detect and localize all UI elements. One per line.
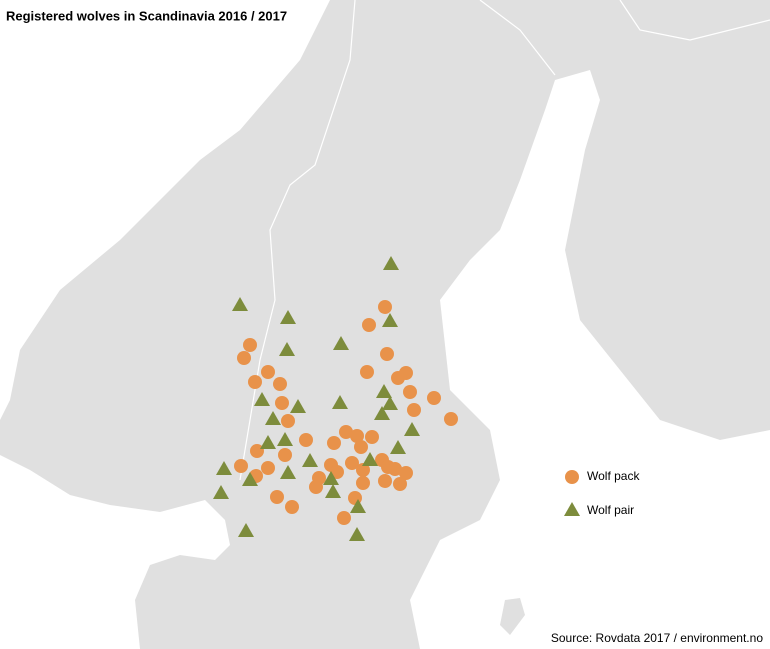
border	[239, 0, 356, 481]
north-sea	[0, 455, 230, 649]
wolf-pack-marker	[243, 338, 257, 352]
wolf-pair-marker	[254, 392, 270, 406]
wolf-pack-marker	[339, 425, 353, 439]
legend-symbol	[565, 470, 579, 484]
wolf-pack-marker	[275, 396, 289, 410]
wolf-pack-marker	[378, 474, 392, 488]
wolf-pair-marker	[404, 422, 420, 436]
wolf-pack-marker	[337, 511, 351, 525]
wolf-pair-marker	[280, 310, 296, 324]
wolf-pack-marker	[403, 385, 417, 399]
wolf-pair-marker	[260, 435, 276, 449]
wolf-pack-marker	[261, 365, 275, 379]
wolf-pack-marker	[309, 480, 323, 494]
wolf-pair-marker	[376, 384, 392, 398]
wolf-pair-marker	[242, 472, 258, 486]
wolf-pack-marker	[362, 318, 376, 332]
wolf-pack-marker	[407, 403, 421, 417]
wolf-pack-marker	[393, 477, 407, 491]
wolf-pack-marker	[350, 429, 364, 443]
wolf-pair-marker	[265, 411, 281, 425]
wolf-pair-marker	[325, 484, 341, 498]
wolf-pair-marker	[333, 336, 349, 350]
legend-symbol	[564, 502, 580, 516]
wolf-pair-marker	[332, 395, 348, 409]
wolf-pack-marker	[399, 466, 413, 480]
wolf-pair-marker	[302, 453, 318, 467]
wolf-pack-marker	[388, 462, 402, 476]
wolf-pair-marker	[213, 485, 229, 499]
wolf-pack-marker	[285, 500, 299, 514]
wolf-pair-marker	[280, 465, 296, 479]
wolf-pair-marker	[290, 399, 306, 413]
wolf-pack-marker	[234, 459, 248, 473]
island	[500, 598, 525, 635]
wolf-pack-marker	[278, 448, 292, 462]
wolf-pack-marker	[270, 490, 284, 504]
norwegian-sea	[0, 0, 330, 420]
wolf-pack-marker	[380, 347, 394, 361]
legend-label: Wolf pack	[587, 469, 640, 483]
map-title: Registered wolves in Scandinavia 2016 / …	[6, 8, 287, 23]
wolf-pack-marker	[327, 436, 341, 450]
wolf-pair-marker	[216, 461, 232, 475]
wolf-pack-marker	[281, 414, 295, 428]
wolf-pack-marker	[365, 430, 379, 444]
wolf-pair-marker	[362, 452, 378, 466]
wolf-pack-marker	[356, 476, 370, 490]
wolf-pair-marker	[382, 396, 398, 410]
wolf-pair-marker	[232, 297, 248, 311]
wolf-pack-marker	[250, 444, 264, 458]
wolf-pair-marker	[382, 313, 398, 327]
wolf-pack-marker	[356, 463, 370, 477]
wolf-pack-marker	[354, 440, 368, 454]
baltic-sea	[410, 70, 770, 649]
wolf-pack-marker	[360, 365, 374, 379]
wolf-pair-marker	[323, 471, 339, 485]
wolf-pack-marker	[378, 300, 392, 314]
wolf-pack-marker	[261, 461, 275, 475]
wolf-pair-marker	[238, 523, 254, 537]
border	[619, 0, 770, 41]
legend-label: Wolf pair	[587, 503, 634, 517]
wolf-pair-marker	[277, 432, 293, 446]
wolf-pack-marker	[273, 377, 287, 391]
wolf-pair-marker	[390, 440, 406, 454]
border	[479, 0, 556, 76]
wolf-pair-marker	[349, 527, 365, 541]
wolf-pack-marker	[444, 412, 458, 426]
wolf-pack-marker	[248, 375, 262, 389]
wolf-pair-marker	[350, 499, 366, 513]
wolf-pack-marker	[391, 371, 405, 385]
wolf-pack-marker	[427, 391, 441, 405]
wolf-pair-marker	[383, 256, 399, 270]
wolf-pack-marker	[345, 456, 359, 470]
wolf-pair-marker	[279, 342, 295, 356]
wolf-pack-marker	[299, 433, 313, 447]
wolf-pair-marker	[374, 406, 390, 420]
source: Source: Rovdata 2017 / environment.no	[551, 631, 763, 645]
wolf-pack-marker	[237, 351, 251, 365]
